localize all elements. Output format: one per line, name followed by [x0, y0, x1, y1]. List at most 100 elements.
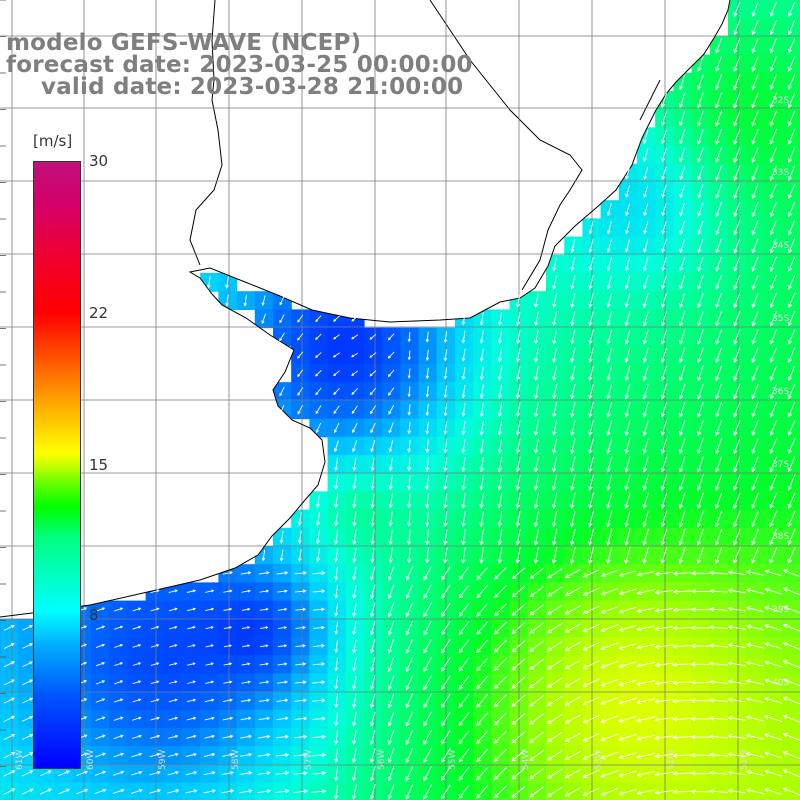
wind-arrow — [570, 383, 576, 400]
wind-arrow — [690, 789, 710, 794]
wind-arrow — [715, 311, 722, 327]
wind-arrow — [551, 402, 558, 418]
wind-arrow — [352, 529, 357, 545]
wind-arrow — [479, 402, 484, 418]
wind-arrow — [564, 659, 582, 670]
wind-arrow — [369, 584, 376, 600]
wind-arrow — [569, 474, 576, 491]
wind-arrow — [727, 570, 746, 576]
wind-arrow — [606, 528, 613, 546]
wind-arrow — [458, 657, 470, 672]
wind-arrow — [131, 770, 143, 776]
wind-arrow — [733, 456, 741, 473]
wind-arrow — [672, 753, 692, 759]
wind-arrow — [582, 587, 600, 596]
wind-arrow — [387, 693, 395, 709]
wind-arrow — [714, 546, 723, 564]
wind-arrow — [606, 383, 613, 400]
wind-arrow — [709, 788, 728, 794]
wind-arrow — [223, 662, 233, 666]
wind-arrow — [697, 165, 704, 181]
wind-arrow — [570, 239, 576, 254]
wind-arrow — [624, 293, 631, 309]
wind-arrow — [552, 329, 558, 345]
wind-arrow — [187, 625, 196, 630]
wind-arrow — [458, 584, 470, 599]
wind-arrow — [315, 333, 322, 340]
wind-arrow — [769, 20, 777, 36]
wind-arrow — [551, 528, 558, 546]
wind-arrow — [751, 183, 759, 200]
wind-arrow — [764, 624, 782, 631]
wind-arrow — [624, 528, 631, 546]
wind-arrow — [370, 475, 375, 491]
wind-arrow — [333, 440, 339, 453]
wind-arrow — [642, 438, 649, 455]
wind-arrow — [636, 571, 655, 577]
wind-arrow — [654, 699, 674, 704]
wind-arrow — [297, 512, 302, 527]
wind-arrow — [606, 275, 612, 290]
wind-arrow — [787, 311, 796, 327]
wind-arrow — [352, 511, 357, 527]
wind-arrow — [733, 1, 741, 17]
wind-arrow — [315, 387, 322, 396]
wind-arrow — [751, 528, 759, 546]
wind-arrow — [727, 661, 746, 667]
wind-arrow — [588, 329, 594, 345]
wind-arrow — [3, 788, 16, 795]
wind-arrow — [515, 492, 521, 510]
wind-arrow — [745, 733, 765, 740]
wind-arrow — [745, 788, 765, 795]
wind-arrow — [636, 698, 656, 705]
wind-arrow — [185, 789, 198, 794]
wind-arrow — [696, 474, 704, 491]
wind-arrow — [697, 365, 704, 382]
wind-arrow — [114, 625, 124, 630]
wind-arrow — [709, 625, 728, 630]
wind-arrow — [351, 405, 358, 415]
wind-arrow — [333, 493, 339, 509]
wind-arrow — [22, 715, 34, 722]
wind-arrow — [260, 644, 269, 648]
colorbar-unit: [m/s] — [33, 132, 73, 150]
wind-arrow — [443, 367, 448, 380]
wind-arrow — [352, 621, 357, 636]
wind-arrow — [715, 165, 722, 181]
wind-arrow — [678, 74, 686, 91]
wind-arrow — [351, 315, 358, 322]
wind-arrow — [697, 238, 704, 254]
wind-arrow — [582, 605, 600, 615]
wind-arrow — [696, 492, 704, 510]
wind-arrow — [715, 128, 722, 145]
wind-arrow — [276, 571, 289, 575]
wind-arrow — [131, 752, 143, 758]
lon-label: 61W — [15, 749, 25, 770]
wind-arrow — [564, 623, 582, 633]
wind-arrow — [642, 401, 649, 418]
wind-arrow — [769, 383, 777, 400]
lon-label: 54W — [521, 749, 531, 770]
wind-arrow — [733, 492, 741, 510]
wind-arrow — [370, 529, 375, 546]
wind-arrow — [95, 607, 106, 612]
wind-arrow — [461, 475, 466, 491]
lon-label: 55W — [448, 749, 458, 770]
wind-arrow — [370, 422, 376, 434]
wind-arrow — [697, 74, 704, 91]
wind-arrow — [678, 474, 686, 491]
wind-arrow — [679, 184, 686, 199]
wind-arrow — [131, 734, 143, 739]
wind-arrow — [643, 239, 649, 253]
wind-arrow — [388, 493, 393, 509]
wind-arrow — [112, 770, 125, 776]
wind-arrow — [782, 714, 800, 723]
wind-arrow — [769, 183, 777, 200]
wind-arrow — [149, 770, 161, 776]
wind-arrow — [334, 694, 339, 709]
wind-arrow — [443, 529, 448, 546]
wind-arrow — [242, 626, 251, 629]
wind-arrow — [642, 311, 649, 327]
wind-arrow — [624, 383, 631, 400]
wind-arrow — [241, 662, 251, 666]
